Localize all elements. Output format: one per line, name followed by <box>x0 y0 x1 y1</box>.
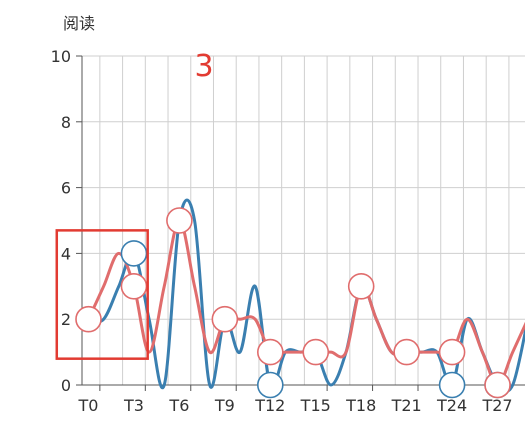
x-tick-label: T12 <box>254 396 285 415</box>
x-tick-label: T27 <box>481 396 512 415</box>
x-tick-label: T3 <box>123 396 144 415</box>
series-layer <box>75 198 525 399</box>
x-tick-label: T15 <box>300 396 331 415</box>
series-2-marker <box>211 305 239 333</box>
x-tick-label: T21 <box>391 396 422 415</box>
series-2-marker <box>166 207 193 234</box>
y-tick-label: 0 <box>61 376 71 395</box>
x-tick-label: T6 <box>168 396 189 415</box>
y-tick-label: 6 <box>61 179 71 198</box>
series-2-marker <box>256 338 284 366</box>
x-tick-label: T24 <box>436 396 467 415</box>
series-1-marker <box>438 371 466 399</box>
series-1-marker <box>256 371 284 399</box>
y-tick-label: 2 <box>61 310 71 329</box>
x-tick-label: T9 <box>214 396 235 415</box>
series-2-marker <box>393 338 420 366</box>
series-2-marker <box>438 338 466 366</box>
annotation-label: 3 <box>194 49 213 84</box>
x-tick-label: T0 <box>78 396 99 415</box>
series-2-marker <box>75 305 102 333</box>
y-tick-label: 10 <box>51 47 71 66</box>
y-axis-label: 阅读 <box>63 14 95 33</box>
y-tick-label: 8 <box>61 113 71 132</box>
annotation-layer: 3 <box>55 49 214 360</box>
series-1-marker <box>120 240 148 267</box>
series-2-marker <box>302 338 330 366</box>
series-2-marker <box>120 272 148 300</box>
series-2-marker <box>347 272 375 300</box>
x-tick-label: T18 <box>345 396 376 415</box>
axes: 0 2 4 6 8 10 T0 T3 T6 T9 T12 T15 T18 T21 T24 T27 <box>51 47 525 415</box>
annotation-box <box>55 229 149 360</box>
y-tick-label: 4 <box>61 244 71 263</box>
series-2-marker <box>484 371 511 399</box>
